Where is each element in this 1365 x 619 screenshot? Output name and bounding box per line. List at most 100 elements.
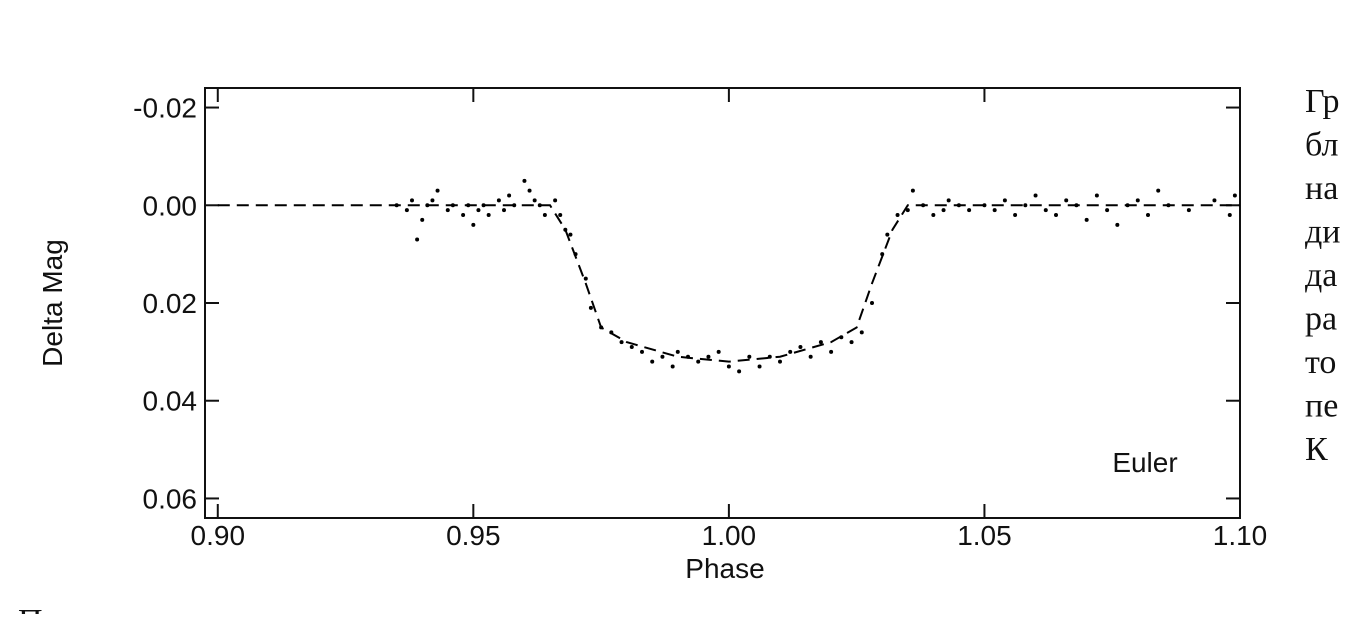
data-point bbox=[1212, 198, 1217, 203]
x-tick-label: 1.10 bbox=[1213, 520, 1268, 551]
annotation: Euler bbox=[1112, 447, 1177, 478]
data-point bbox=[675, 349, 680, 354]
data-point bbox=[910, 188, 915, 193]
data-point bbox=[507, 193, 512, 198]
plot-frame bbox=[204, 87, 1241, 519]
data-point bbox=[522, 178, 527, 183]
data-point bbox=[905, 208, 910, 213]
side-text: ди bbox=[1305, 214, 1341, 251]
data-point bbox=[757, 364, 762, 369]
data-point bbox=[660, 354, 665, 359]
data-point bbox=[767, 354, 772, 359]
y-tick-label: 0.00 bbox=[143, 190, 198, 221]
x-tick-label: 1.05 bbox=[957, 520, 1012, 551]
side-text: то bbox=[1305, 344, 1336, 381]
model-line bbox=[217, 204, 1240, 363]
data-point bbox=[808, 354, 813, 359]
data-point bbox=[726, 364, 731, 369]
data-point bbox=[410, 198, 414, 203]
data-point bbox=[420, 217, 425, 222]
data-point bbox=[640, 349, 644, 354]
data-point bbox=[471, 222, 476, 227]
data-point bbox=[542, 213, 547, 218]
x-tick-label: 0.95 bbox=[446, 520, 501, 551]
data-point bbox=[476, 208, 481, 213]
side-text: ра bbox=[1305, 301, 1337, 338]
side-text: бл bbox=[1305, 127, 1338, 164]
data-point bbox=[1146, 213, 1150, 218]
data-point bbox=[1043, 208, 1048, 213]
side-text: К bbox=[1305, 431, 1328, 468]
data-point bbox=[895, 213, 900, 218]
data-point bbox=[1232, 193, 1237, 198]
data-point bbox=[859, 330, 864, 335]
y-tick-label: -0.02 bbox=[133, 93, 197, 124]
data-point bbox=[829, 349, 834, 354]
data-point bbox=[706, 354, 711, 359]
data-point bbox=[992, 208, 997, 213]
side-text: на bbox=[1305, 170, 1338, 207]
data-point bbox=[747, 354, 752, 359]
data-point bbox=[967, 208, 972, 213]
side-text: да bbox=[1305, 257, 1337, 294]
data-point bbox=[1033, 193, 1038, 198]
data-point bbox=[558, 213, 563, 218]
data-point bbox=[1105, 208, 1110, 213]
data-point bbox=[1064, 198, 1069, 203]
data-point bbox=[461, 213, 466, 218]
data-point bbox=[716, 349, 721, 354]
data-point bbox=[880, 252, 885, 257]
data-point bbox=[527, 188, 532, 193]
data-point bbox=[1094, 193, 1099, 198]
y-tick-label: 0.04 bbox=[143, 386, 198, 417]
data-point bbox=[737, 369, 742, 374]
bottom-text: П bbox=[18, 603, 43, 614]
data-point bbox=[798, 344, 803, 349]
x-tick-label: 1.00 bbox=[702, 520, 757, 551]
data-point bbox=[696, 359, 701, 364]
data-point bbox=[445, 208, 450, 213]
data-point bbox=[583, 276, 588, 281]
side-text: пе bbox=[1305, 388, 1338, 425]
data-point bbox=[1156, 188, 1161, 193]
data-point bbox=[778, 359, 782, 364]
data-point bbox=[415, 237, 420, 242]
data-point bbox=[1115, 222, 1120, 227]
data-point bbox=[435, 188, 440, 193]
data-point bbox=[1013, 213, 1018, 218]
data-point bbox=[946, 198, 951, 203]
data-point bbox=[650, 359, 655, 364]
x-tick-label: 0.90 bbox=[191, 520, 246, 551]
y-tick-label: 0.06 bbox=[143, 483, 198, 514]
data-point bbox=[404, 208, 409, 213]
data-point bbox=[670, 364, 675, 369]
data-point bbox=[486, 213, 491, 218]
data-point bbox=[931, 213, 936, 218]
data-point bbox=[788, 349, 793, 354]
y-axis-label: Delta Mag bbox=[37, 239, 68, 367]
data-point bbox=[849, 340, 854, 345]
data-point bbox=[629, 344, 634, 349]
data-point bbox=[568, 232, 573, 237]
data-point bbox=[1135, 198, 1140, 203]
x-axis-label: Phase bbox=[685, 553, 764, 584]
data-point bbox=[941, 208, 946, 213]
data-point bbox=[430, 198, 435, 203]
side-text: Гр bbox=[1305, 83, 1340, 120]
data-point bbox=[818, 340, 823, 345]
data-point bbox=[885, 232, 890, 237]
data-point bbox=[553, 198, 558, 203]
data-point bbox=[870, 301, 874, 305]
data-point bbox=[1023, 203, 1028, 208]
data-point bbox=[1186, 208, 1191, 213]
data-point bbox=[1084, 217, 1089, 222]
data-point bbox=[1002, 198, 1007, 203]
data-point bbox=[1227, 213, 1232, 218]
data-point bbox=[1054, 213, 1058, 218]
data-point bbox=[588, 305, 593, 310]
y-tick-label: 0.02 bbox=[143, 288, 198, 319]
data-point bbox=[619, 340, 624, 345]
data-point bbox=[502, 208, 506, 213]
data-point bbox=[532, 198, 537, 203]
